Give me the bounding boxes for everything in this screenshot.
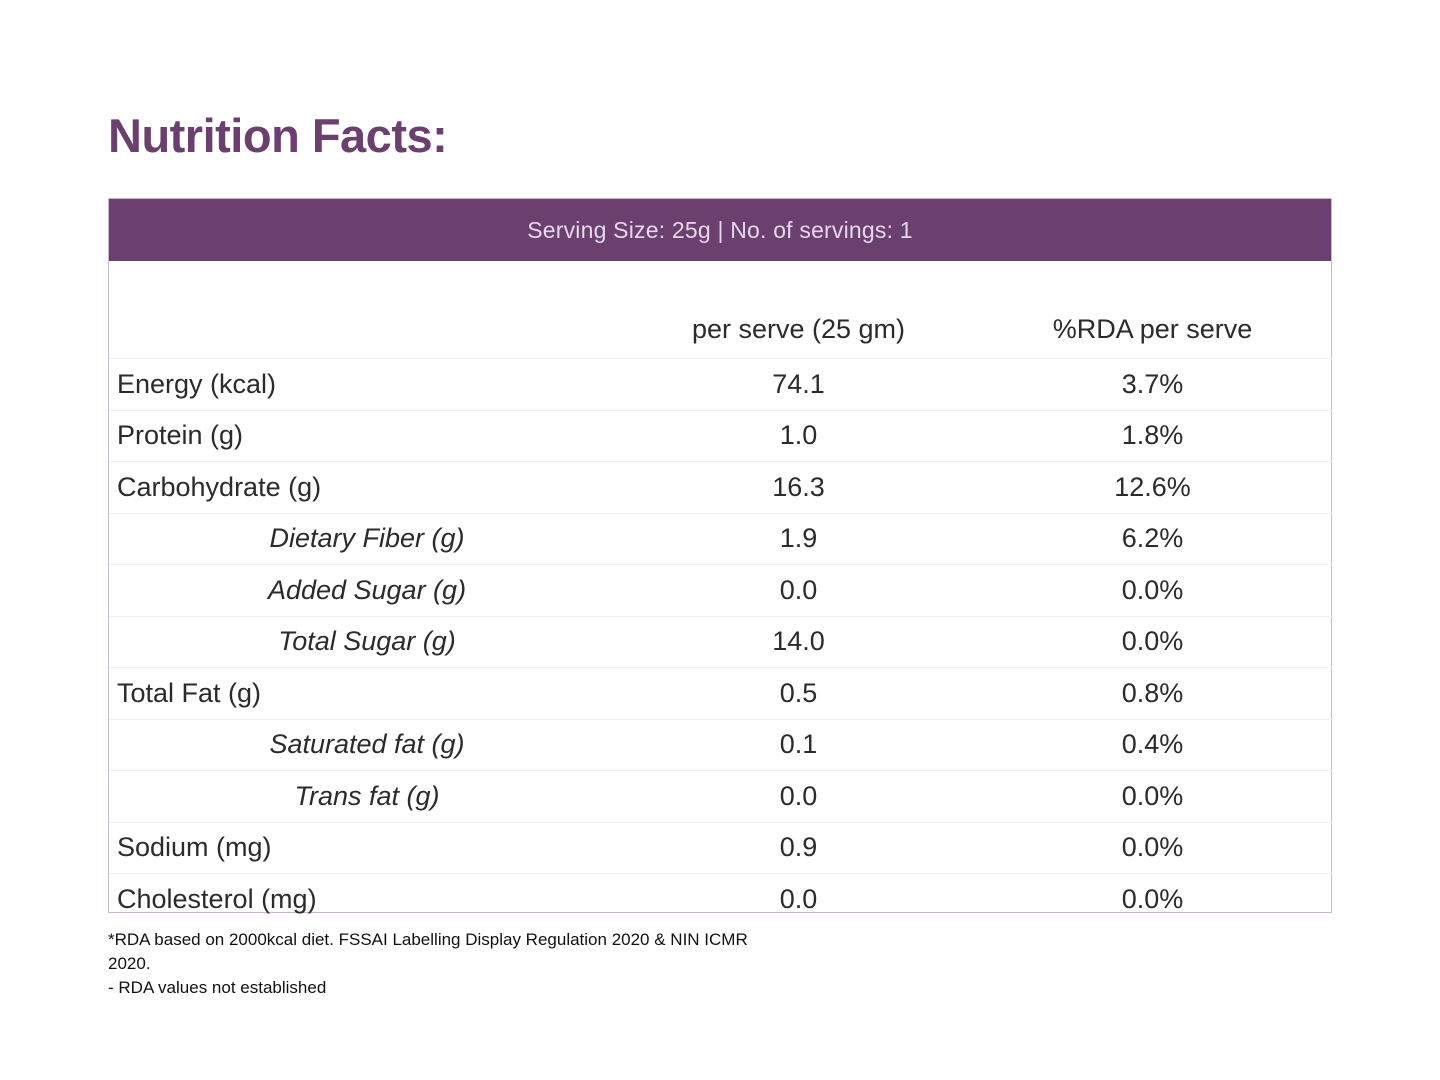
column-header-nutrient [109,301,625,359]
per-serve-value: 0.1 [625,719,972,771]
nutrition-panel: Serving Size: 25g | No. of servings: 1 p… [108,198,1333,914]
table-row: Dietary Fiber (g) 1.9 6.2% [109,513,1333,565]
rda-value: 0.0% [1121,883,1184,914]
table-row: Trans fat (g) 0.0 0.0% [109,770,1333,823]
rda-value: 0.0% [972,770,1333,823]
table-row: Cholesterol (mg) 0.0 0.0% [109,874,1333,925]
rda-value: 0.0% [972,616,1333,668]
nutrient-name: Protein (g) [109,410,625,462]
column-header-rda: %RDA per serve [972,301,1333,359]
per-serve-value: 0.0 [625,770,972,823]
rda-not-established-note: - RDA values not established [108,978,327,997]
nutrient-sub-name: Added Sugar (g) [109,564,625,617]
rda-value: 1.8% [972,410,1333,462]
per-serve-value: 0.9 [625,822,972,874]
table-header-row: per serve (25 gm) %RDA per serve [109,301,1333,359]
nutrient-sub-name: Trans fat (g) [109,770,625,823]
nutrition-table: per serve (25 gm) %RDA per serve Energy … [109,301,1333,925]
page-title: Nutrition Facts: [108,109,448,162]
rda-value: 0.8% [972,667,1333,720]
nutrient-name: Cholesterol (mg) [117,883,317,914]
table-row: Saturated fat (g) 0.1 0.4% [109,719,1333,771]
table-row: Carbohydrate (g) 16.3 12.6% [109,461,1333,514]
table-row: Total Sugar (g) 14.0 0.0% [109,616,1333,668]
rda-footnote: *RDA based on 2000kcal diet. FSSAI Label… [108,930,748,973]
per-serve-value: 0.0 [779,883,818,914]
per-serve-value: 1.0 [625,410,972,462]
nutrient-sub-name: Dietary Fiber (g) [109,513,625,565]
per-serve-value: 1.9 [625,513,972,565]
nutrient-sub-name: Total Sugar (g) [109,616,625,668]
nutrient-name: Sodium (mg) [109,822,625,874]
nutrient-name: Carbohydrate (g) [109,461,625,514]
rda-value: 3.7% [972,358,1333,411]
per-serve-value: 0.0 [625,564,972,617]
table-row: Added Sugar (g) 0.0 0.0% [109,564,1333,617]
rda-value: 0.0% [972,564,1333,617]
per-serve-value: 0.5 [625,667,972,720]
rda-value: 0.0% [972,822,1333,874]
nutrient-sub-name: Saturated fat (g) [109,719,625,771]
table-row: Protein (g) 1.0 1.8% [109,410,1333,462]
column-header-per-serve: per serve (25 gm) [625,301,972,359]
nutrient-name: Energy (kcal) [109,358,625,411]
nutrient-name: Total Fat (g) [109,667,625,720]
rda-value: 12.6% [972,461,1333,514]
table-row: Energy (kcal) 74.1 3.7% [109,358,1333,411]
rda-value: 0.4% [972,719,1333,771]
per-serve-value: 14.0 [625,616,972,668]
table-row: Total Fat (g) 0.5 0.8% [109,667,1333,720]
footnotes: *RDA based on 2000kcal diet. FSSAI Label… [108,928,768,1000]
serving-info-bar: Serving Size: 25g | No. of servings: 1 [109,199,1331,261]
per-serve-value: 74.1 [625,358,972,411]
rda-value: 6.2% [972,513,1333,565]
per-serve-value: 16.3 [625,461,972,514]
table-row: Sodium (mg) 0.9 0.0% [109,822,1333,874]
